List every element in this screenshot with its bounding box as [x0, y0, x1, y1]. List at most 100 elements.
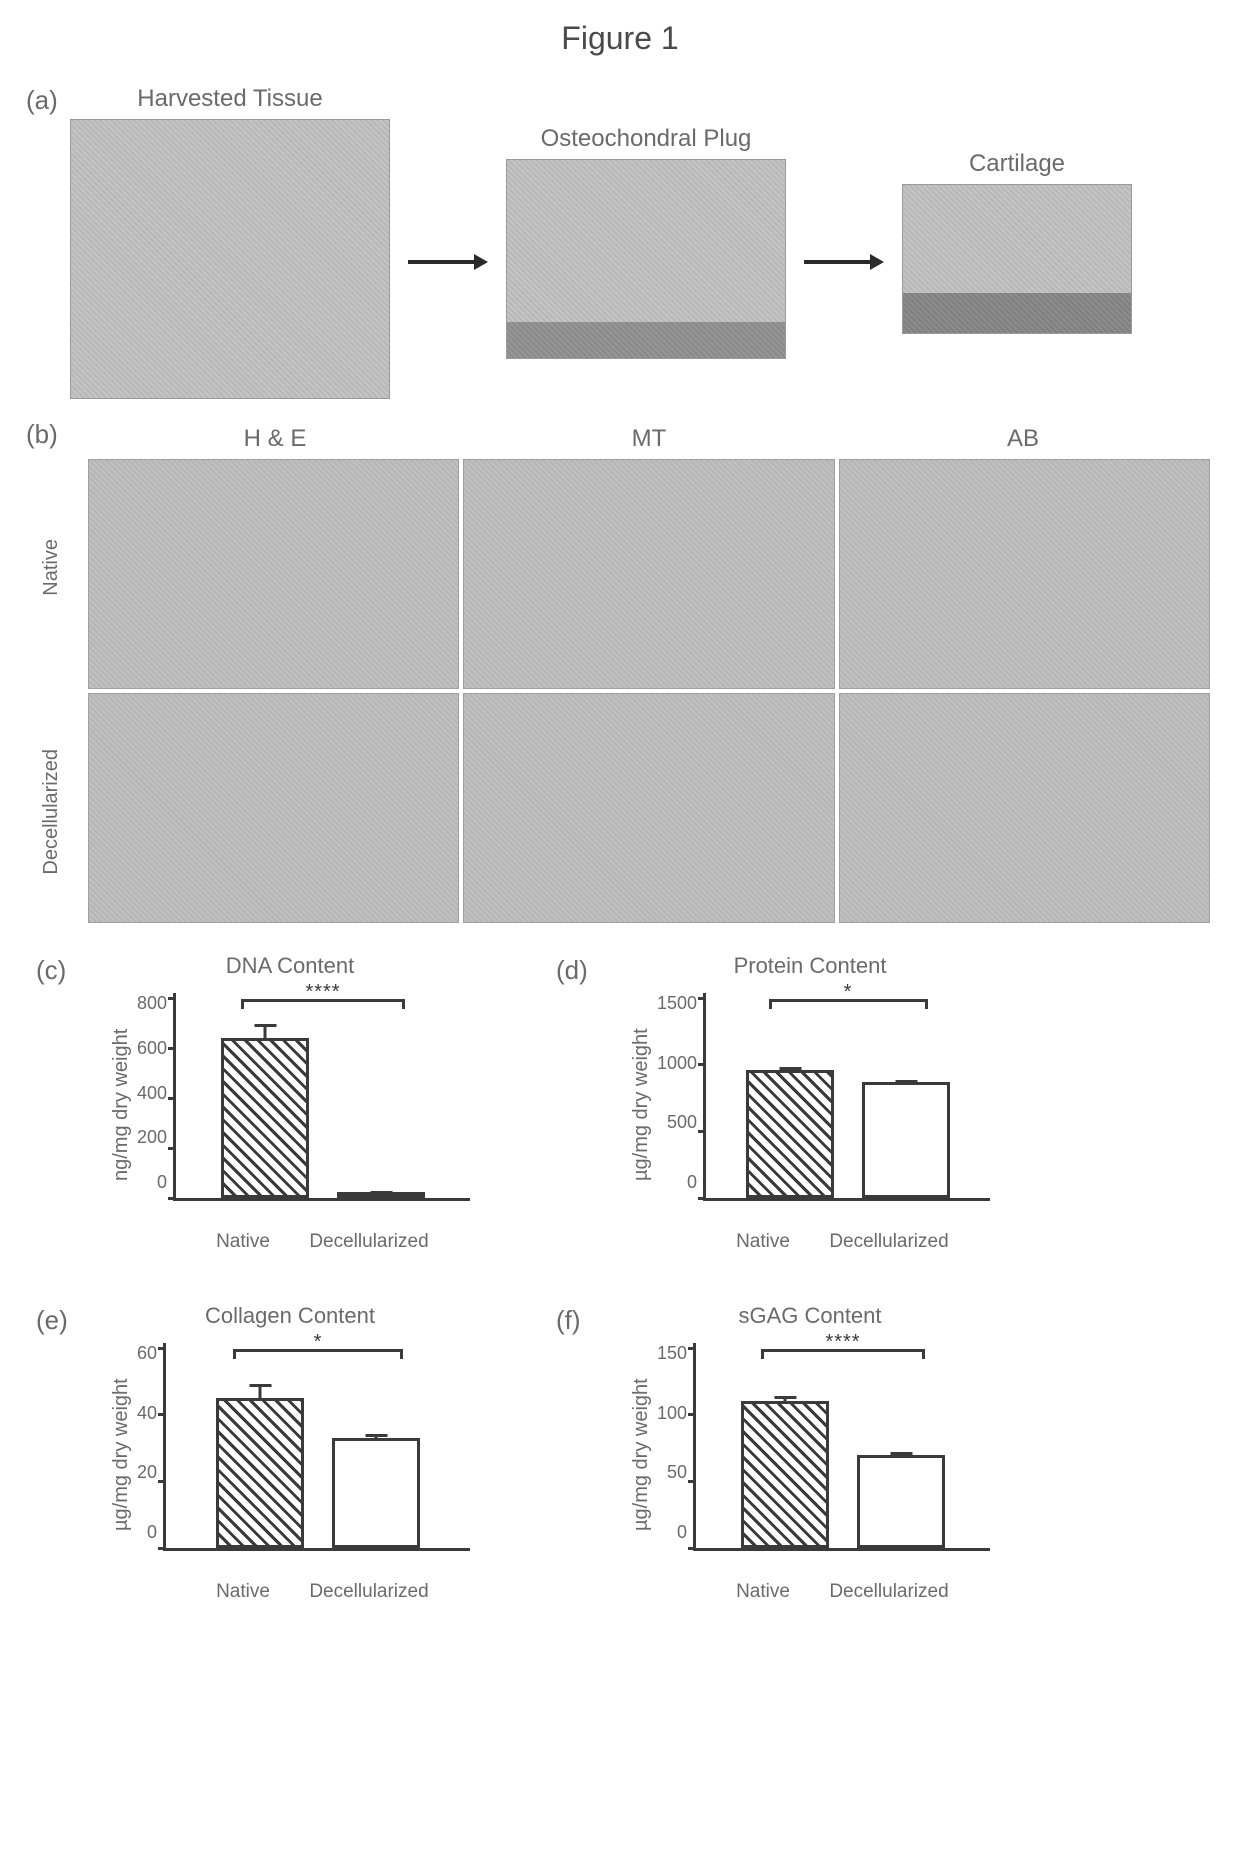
error-bar: [905, 1080, 908, 1085]
bar-native: [221, 1038, 309, 1198]
chart-title: Collagen Content: [110, 1303, 470, 1329]
chart-area: µg/mg dry weight6040200*: [110, 1335, 470, 1575]
histology-native-ab: [839, 459, 1210, 689]
x-label: Decellularized: [299, 1231, 439, 1253]
panel-a-content: Harvested Tissue Osteochondral Plug Cart…: [70, 85, 1132, 399]
y-tick-label: 150: [657, 1343, 687, 1364]
cartilage-caption: Cartilage: [969, 150, 1065, 178]
y-tick-label: 0: [147, 1522, 157, 1543]
arrow-icon: [408, 253, 488, 271]
significance-bracket: *: [769, 999, 928, 1002]
y-ticks: 150010005000: [657, 993, 703, 1193]
y-tick-label: 0: [677, 1522, 687, 1543]
harvested-tissue-photo: [70, 119, 390, 399]
y-tick-label: 100: [657, 1403, 687, 1424]
chart-area: ng/mg dry weight8006004002000****: [110, 985, 470, 1225]
histology-wrap: H & E MT AB Native Decellularized: [88, 425, 1210, 923]
y-tick-mark: [158, 1347, 166, 1350]
y-tick-mark: [698, 1197, 706, 1200]
x-label: Native: [203, 1581, 283, 1603]
histology-native-he: [88, 459, 459, 689]
error-bar: [375, 1434, 378, 1441]
y-tick-mark: [688, 1547, 696, 1550]
error-bar: [259, 1384, 262, 1401]
histology-decel-ab: [839, 693, 1210, 923]
panel-a-label: (a): [26, 85, 58, 116]
significance-text: ****: [305, 981, 340, 1004]
y-tick-mark: [698, 1130, 706, 1133]
y-tick-mark: [688, 1413, 696, 1416]
y-axis-label: µg/mg dry weight: [110, 1335, 133, 1575]
chart-panel-label: (f): [556, 1305, 581, 1336]
y-tick-label: 400: [137, 1083, 167, 1104]
row-label-decellularized: Decellularized: [40, 749, 63, 875]
panel-b: (b) H & E MT AB Native Decellularized: [30, 425, 1210, 923]
y-ticks: 150100500: [657, 1343, 693, 1543]
bar-native: [216, 1398, 304, 1548]
panel-b-label: (b): [26, 419, 58, 450]
significance-bracket: ****: [241, 999, 406, 1002]
bars-group: [176, 993, 470, 1198]
y-tick-label: 800: [137, 993, 167, 1014]
x-label: Decellularized: [299, 1581, 439, 1603]
y-tick-mark: [168, 1047, 176, 1050]
bars-group: [696, 1343, 990, 1548]
error-bar: [380, 1191, 383, 1195]
harvested-tissue-caption: Harvested Tissue: [137, 85, 322, 113]
y-ticks: 8006004002000: [137, 993, 173, 1193]
histology-headers: H & E MT AB: [88, 425, 1210, 453]
chart-area: µg/mg dry weight150100500****: [630, 1335, 990, 1575]
bar-decellularized: [862, 1082, 950, 1198]
y-tick-mark: [168, 1197, 176, 1200]
osteochondral-plug-photo: [506, 159, 786, 359]
bar-decellularized: [337, 1192, 425, 1198]
y-axis-label: µg/mg dry weight: [630, 1335, 653, 1575]
y-tick-label: 1500: [657, 993, 697, 1014]
bar-native: [746, 1070, 834, 1198]
error-bar: [784, 1396, 787, 1404]
y-tick-label: 1000: [657, 1053, 697, 1074]
col-header-mt: MT: [462, 425, 836, 453]
y-tick-mark: [698, 1063, 706, 1066]
y-tick-label: 500: [667, 1112, 697, 1133]
y-tick-mark: [158, 1547, 166, 1550]
osteochondral-plug-block: Osteochondral Plug: [506, 125, 786, 359]
significance-text: *: [314, 1331, 323, 1354]
y-tick-label: 60: [137, 1343, 157, 1364]
bars-group: [706, 993, 990, 1198]
y-tick-mark: [688, 1347, 696, 1350]
plot-area: *: [163, 1343, 470, 1551]
charts-row-1: (c)DNA Contentng/mg dry weight8006004002…: [30, 953, 1210, 1253]
y-tick-mark: [688, 1480, 696, 1483]
significance-bracket: ****: [761, 1349, 926, 1352]
figure-title: Figure 1: [30, 20, 1210, 57]
y-tick-mark: [158, 1480, 166, 1483]
col-header-he: H & E: [88, 425, 462, 453]
chart-e: (e)Collagen Contentµg/mg dry weight60402…: [110, 1303, 470, 1603]
histology-decel-he: [88, 693, 459, 923]
chart-d: (d)Protein Contentµg/mg dry weight150010…: [630, 953, 990, 1253]
y-tick-label: 0: [157, 1172, 167, 1193]
cartilage-photo: [902, 184, 1132, 334]
chart-panel-label: (c): [36, 955, 66, 986]
chart-area: µg/mg dry weight150010005000*: [630, 985, 990, 1225]
x-labels: NativeDecellularized: [172, 1231, 470, 1253]
y-ticks: 6040200: [137, 1343, 163, 1543]
col-header-ab: AB: [836, 425, 1210, 453]
bars-group: [166, 1343, 470, 1548]
y-tick-mark: [168, 1147, 176, 1150]
y-tick-mark: [158, 1413, 166, 1416]
chart-title: Protein Content: [630, 953, 990, 979]
histology-decel-mt: [463, 693, 834, 923]
bar-native: [741, 1401, 829, 1548]
plot-area: ****: [693, 1343, 990, 1551]
significance-bracket: *: [233, 1349, 403, 1352]
chart-title: sGAG Content: [630, 1303, 990, 1329]
y-axis-label: ng/mg dry weight: [110, 985, 133, 1225]
y-axis-label: µg/mg dry weight: [630, 985, 653, 1225]
y-tick-label: 40: [137, 1403, 157, 1424]
y-tick-mark: [168, 997, 176, 1000]
error-bar: [264, 1024, 267, 1042]
y-tick-label: 600: [137, 1038, 167, 1059]
x-label: Native: [723, 1231, 803, 1253]
